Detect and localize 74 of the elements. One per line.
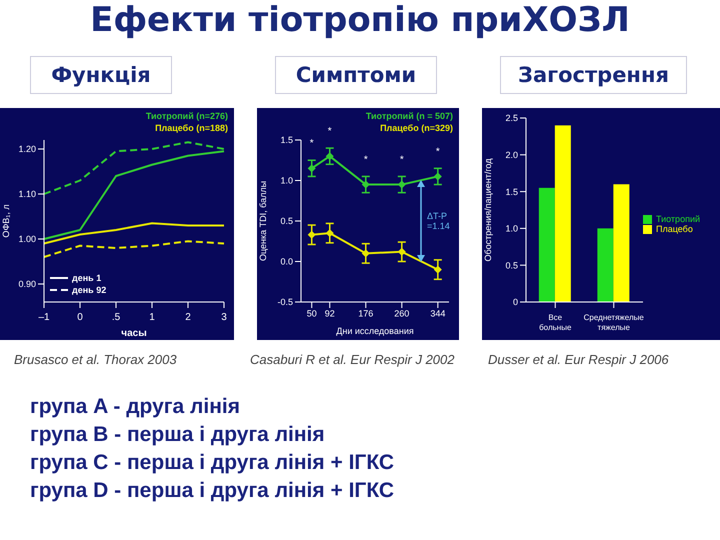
y-axis-title: ОФВ₁, л <box>1 204 12 238</box>
x-axis-title: часы <box>121 328 147 339</box>
text: Casaburi R et al. Eur Respir J 2002 <box>250 352 454 367</box>
legend-label: Тиотропий <box>656 214 700 224</box>
text: група B - перша і друга лінія <box>30 422 326 448</box>
y-tick-label: 0.5 <box>505 260 518 270</box>
x-tick-label: 92 <box>324 308 335 318</box>
x-axis-title: Дни исследования <box>336 326 414 336</box>
text: група A - друга лінія <box>30 394 241 420</box>
y-axis-title: Обострения/пациент/год <box>483 158 494 262</box>
y-tick-label: 1.20 <box>18 144 36 154</box>
text: Плацебо (n=329) <box>380 123 453 133</box>
bar <box>597 228 614 302</box>
point <box>308 230 316 239</box>
point <box>362 180 370 189</box>
y-tick-label: 0 <box>512 297 518 308</box>
x-tick-label: 176 <box>358 308 374 318</box>
point <box>362 249 370 258</box>
annotation: ΔT-P =1.14 <box>427 211 451 231</box>
point <box>434 172 442 180</box>
point <box>308 164 316 172</box>
x-tick-label: Среднетяжелые тяжелые <box>584 313 644 332</box>
text: Тиотропий (n=276) <box>146 111 228 121</box>
text: Ефекти тіотропію приХОЗЛ <box>89 0 631 40</box>
x-tick-label: 2 <box>185 312 192 323</box>
text: Тиотропий (n = 507) <box>366 111 453 121</box>
y-tick-label: 0.90 <box>18 279 36 290</box>
y-tick-label: 0.5 <box>280 216 293 226</box>
point <box>434 266 442 274</box>
annotation: * <box>436 146 440 158</box>
text: Brusasco et al. Thorax 2003 <box>14 352 177 367</box>
point <box>326 152 334 160</box>
point <box>326 229 334 238</box>
x-tick-label: 50 <box>306 308 317 318</box>
y-tick-label: 1.0 <box>505 224 518 234</box>
x-tick-label: .5 <box>112 312 121 323</box>
text: група C - перша і друга лінія + ІГКС <box>30 450 394 476</box>
x-tick-label: 0 <box>77 312 84 323</box>
y-tick-label: 1.5 <box>505 186 518 197</box>
annotation: день 92 <box>71 284 106 296</box>
x-tick-label: Все больные <box>539 313 572 332</box>
annotation: * <box>310 138 314 150</box>
y-axis-title: Оценка TDI, баллы <box>258 180 268 262</box>
chart-title: Симптоми <box>275 56 437 94</box>
annotation: * <box>364 154 368 166</box>
x-tick-label: 344 <box>430 308 446 318</box>
y-tick-label: 1.10 <box>18 189 36 200</box>
point <box>398 248 406 256</box>
y-tick-label: 1.00 <box>18 234 36 244</box>
legend-label: Плацебо <box>656 224 693 234</box>
y-tick-label: 1.5 <box>280 135 293 146</box>
bar <box>538 188 555 302</box>
bar <box>613 184 630 302</box>
annotation: день 1 <box>71 272 102 284</box>
x-tick-label: 3 <box>221 312 228 323</box>
annotation: * <box>400 154 404 166</box>
chart-title: Функція <box>30 56 172 94</box>
text: Dusser et al. Eur Respir J 2006 <box>488 352 669 367</box>
y-tick-label: 2.0 <box>505 150 518 160</box>
y-tick-label: 0.0 <box>280 256 293 267</box>
chart-title: Загострення <box>500 56 687 94</box>
line-series <box>43 222 225 244</box>
line-series <box>43 240 225 258</box>
y-tick-label: 1.0 <box>280 176 293 186</box>
x-tick-label: –1 <box>38 312 50 323</box>
x-tick-label: 1 <box>149 312 156 323</box>
x-tick-label: 260 <box>394 308 410 318</box>
y-tick-label: 2.5 <box>505 113 518 124</box>
point <box>398 180 406 189</box>
bar <box>554 125 571 302</box>
text: Плацебо (n=188) <box>155 123 228 133</box>
annotation: * <box>328 126 332 138</box>
text: група D - перша і друга лінія + ІГКС <box>30 478 394 504</box>
y-tick-label: -0.5 <box>277 297 293 308</box>
